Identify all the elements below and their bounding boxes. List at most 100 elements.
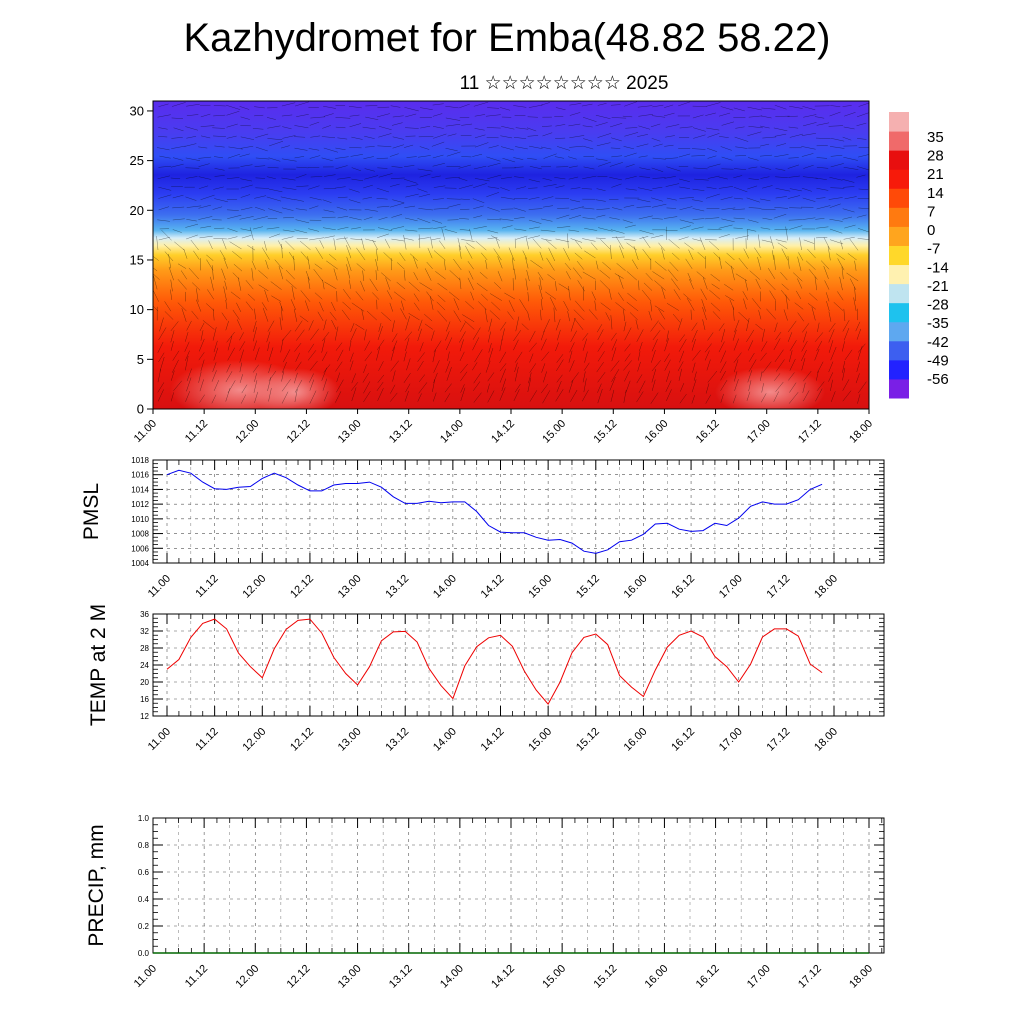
wind-barb (775, 188, 791, 192)
wind-barb (816, 122, 830, 126)
wind-barb (186, 377, 192, 392)
wind-barb (663, 112, 675, 117)
wind-barb (759, 143, 770, 147)
wind-barb (294, 372, 298, 384)
wind-barb (362, 196, 373, 200)
wind-barb (240, 116, 250, 120)
wind-barb (363, 391, 371, 403)
wind-barb (207, 289, 215, 300)
wind-barb (623, 309, 626, 322)
wind-barb (733, 107, 745, 112)
wind-barb (787, 320, 797, 333)
wind-barb (282, 187, 297, 190)
wind-barb (437, 282, 448, 291)
wind-barb (488, 331, 491, 343)
wind-barb (633, 246, 639, 261)
wind-barb (313, 269, 323, 282)
wind-barb (651, 379, 656, 391)
wind-barb (706, 359, 711, 371)
wind-barb (631, 259, 638, 270)
colorbar-label: 0 (927, 222, 935, 239)
wind-barb (427, 247, 433, 259)
colorbar-label: 28 (927, 148, 944, 165)
wind-barb (377, 227, 393, 232)
wind-barb (678, 101, 691, 107)
wind-barb (803, 114, 817, 118)
wind-barb (254, 165, 266, 167)
wind-barb (527, 377, 532, 393)
wind-barb (666, 197, 677, 201)
wind-barb (227, 214, 242, 219)
wind-barb (814, 116, 825, 119)
wind-barb (171, 137, 183, 139)
wind-barb (820, 260, 830, 270)
wind-barb (157, 341, 164, 353)
wind-barb (591, 291, 597, 301)
wind-barb (375, 248, 378, 261)
wind-barb (652, 271, 665, 280)
wind-barb (573, 309, 585, 321)
wind-barb (802, 217, 816, 220)
wind-barb (376, 346, 381, 361)
wind-barb (595, 122, 608, 127)
wind-barb (789, 105, 803, 109)
wind-barb (521, 323, 529, 331)
wind-barb (198, 338, 205, 352)
wind-barb (611, 183, 622, 188)
wind-barb (173, 380, 182, 391)
wind-barb (405, 127, 419, 129)
wind-barb (351, 167, 362, 172)
wind-barb (449, 270, 461, 281)
wind-barb (664, 157, 679, 160)
wind-barb (569, 112, 581, 116)
wind-barb (639, 167, 651, 171)
wind-barb (481, 293, 488, 301)
wind-barb (199, 394, 205, 403)
wind-barb (180, 270, 188, 280)
wind-barb (453, 310, 462, 323)
wind-barb (541, 125, 552, 127)
wind-barb (622, 115, 633, 118)
wind-barb (776, 143, 787, 147)
x-tick-label: 14.00 (438, 963, 466, 991)
wind-barb (251, 268, 254, 281)
wind-barb (404, 144, 414, 148)
x-tick-label: 11.00 (132, 963, 159, 990)
wind-barb (241, 235, 252, 239)
wind-barb (282, 135, 296, 139)
wind-barb (309, 379, 315, 391)
wind-barb (445, 124, 461, 127)
wind-barb (747, 370, 753, 383)
colorbar-swatch (889, 321, 909, 342)
wind-barb (718, 186, 733, 189)
wind-barb (624, 353, 631, 362)
wind-barb (403, 234, 407, 250)
wind-barb (226, 135, 237, 139)
wind-barb (457, 237, 462, 251)
wind-barb (491, 235, 500, 241)
wind-barb (200, 113, 211, 118)
y-tick-label: 20 (140, 678, 149, 687)
wind-barb (476, 283, 488, 292)
wind-barb (378, 216, 388, 221)
wind-barb (247, 293, 256, 301)
wind-barbs (153, 101, 869, 404)
wind-barb (478, 301, 487, 310)
wind-barb (609, 376, 616, 391)
wind-barb (830, 379, 833, 392)
wind-barb (748, 126, 763, 129)
wind-barb (833, 302, 844, 311)
wind-barb (639, 236, 649, 239)
wind-barb (240, 228, 251, 232)
wind-barb (829, 239, 844, 245)
wind-barb (557, 226, 571, 229)
wind-barb (226, 123, 238, 128)
wind-barb (803, 370, 812, 382)
y-tick-label: 1008 (131, 530, 149, 539)
wind-barb (485, 360, 491, 373)
wind-barb (397, 262, 405, 270)
wind-barb (527, 135, 539, 137)
wind-barb (158, 165, 172, 168)
wind-barb (268, 388, 272, 402)
wind-barb (581, 188, 592, 190)
